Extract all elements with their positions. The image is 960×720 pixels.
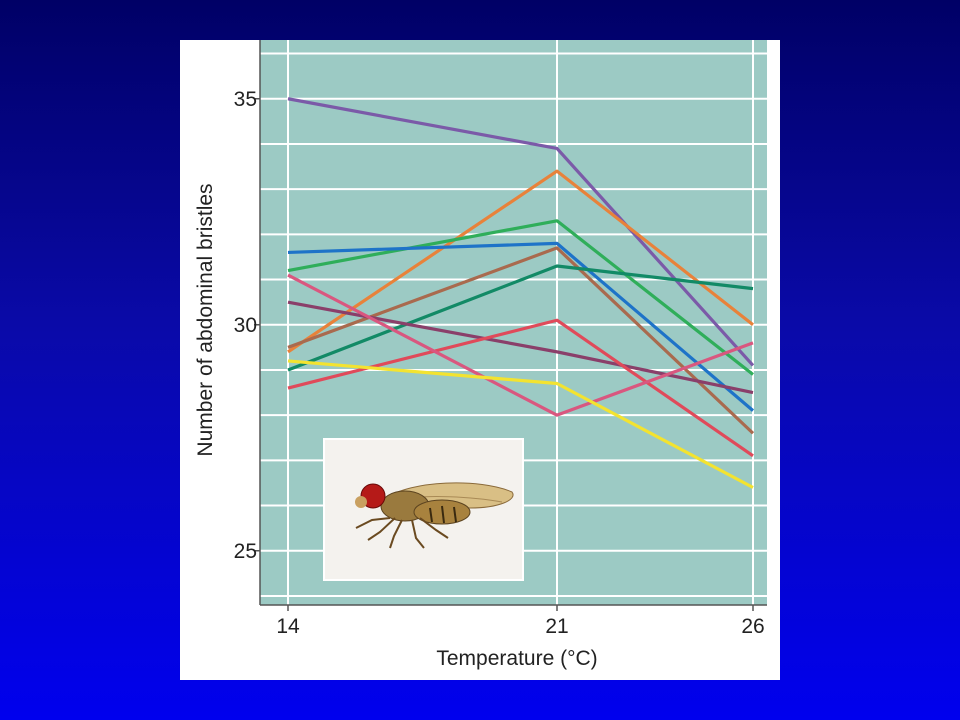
y-tick-label: 25 <box>234 540 257 563</box>
y-tick-label: 35 <box>234 88 257 111</box>
series-line-8 <box>287 318 754 458</box>
figure-card: 35 30 25 14 21 26 Number of abdominal bristl… <box>180 40 780 680</box>
series-line-10 <box>287 359 754 489</box>
series-line-4 <box>287 241 755 412</box>
data-series <box>287 97 755 489</box>
series-line-2 <box>287 169 754 354</box>
bristle-temperature-chart: 35 30 25 14 21 26 Number of abdominal bristl… <box>194 40 767 670</box>
series-line-7 <box>287 300 754 395</box>
y-tick-label: 30 <box>234 314 257 337</box>
x-tick-label: 21 <box>545 615 568 638</box>
y-axis-title: Number of abdominal bristles <box>194 183 217 456</box>
series-line-1 <box>287 97 755 367</box>
series-line-9 <box>287 273 754 417</box>
x-axis-ticks: 14 21 26 <box>276 605 765 638</box>
x-tick-label: 14 <box>276 615 300 638</box>
series-line-5 <box>287 246 755 435</box>
y-axis-ticks: 35 30 25 <box>234 88 260 563</box>
x-axis-title: Temperature (°C) <box>436 647 597 670</box>
series-line-3 <box>287 219 754 376</box>
x-tick-label: 26 <box>741 615 764 638</box>
fruit-fly-image <box>323 438 524 581</box>
fruit-fly-icon <box>355 482 514 549</box>
series-line-6 <box>287 264 754 372</box>
